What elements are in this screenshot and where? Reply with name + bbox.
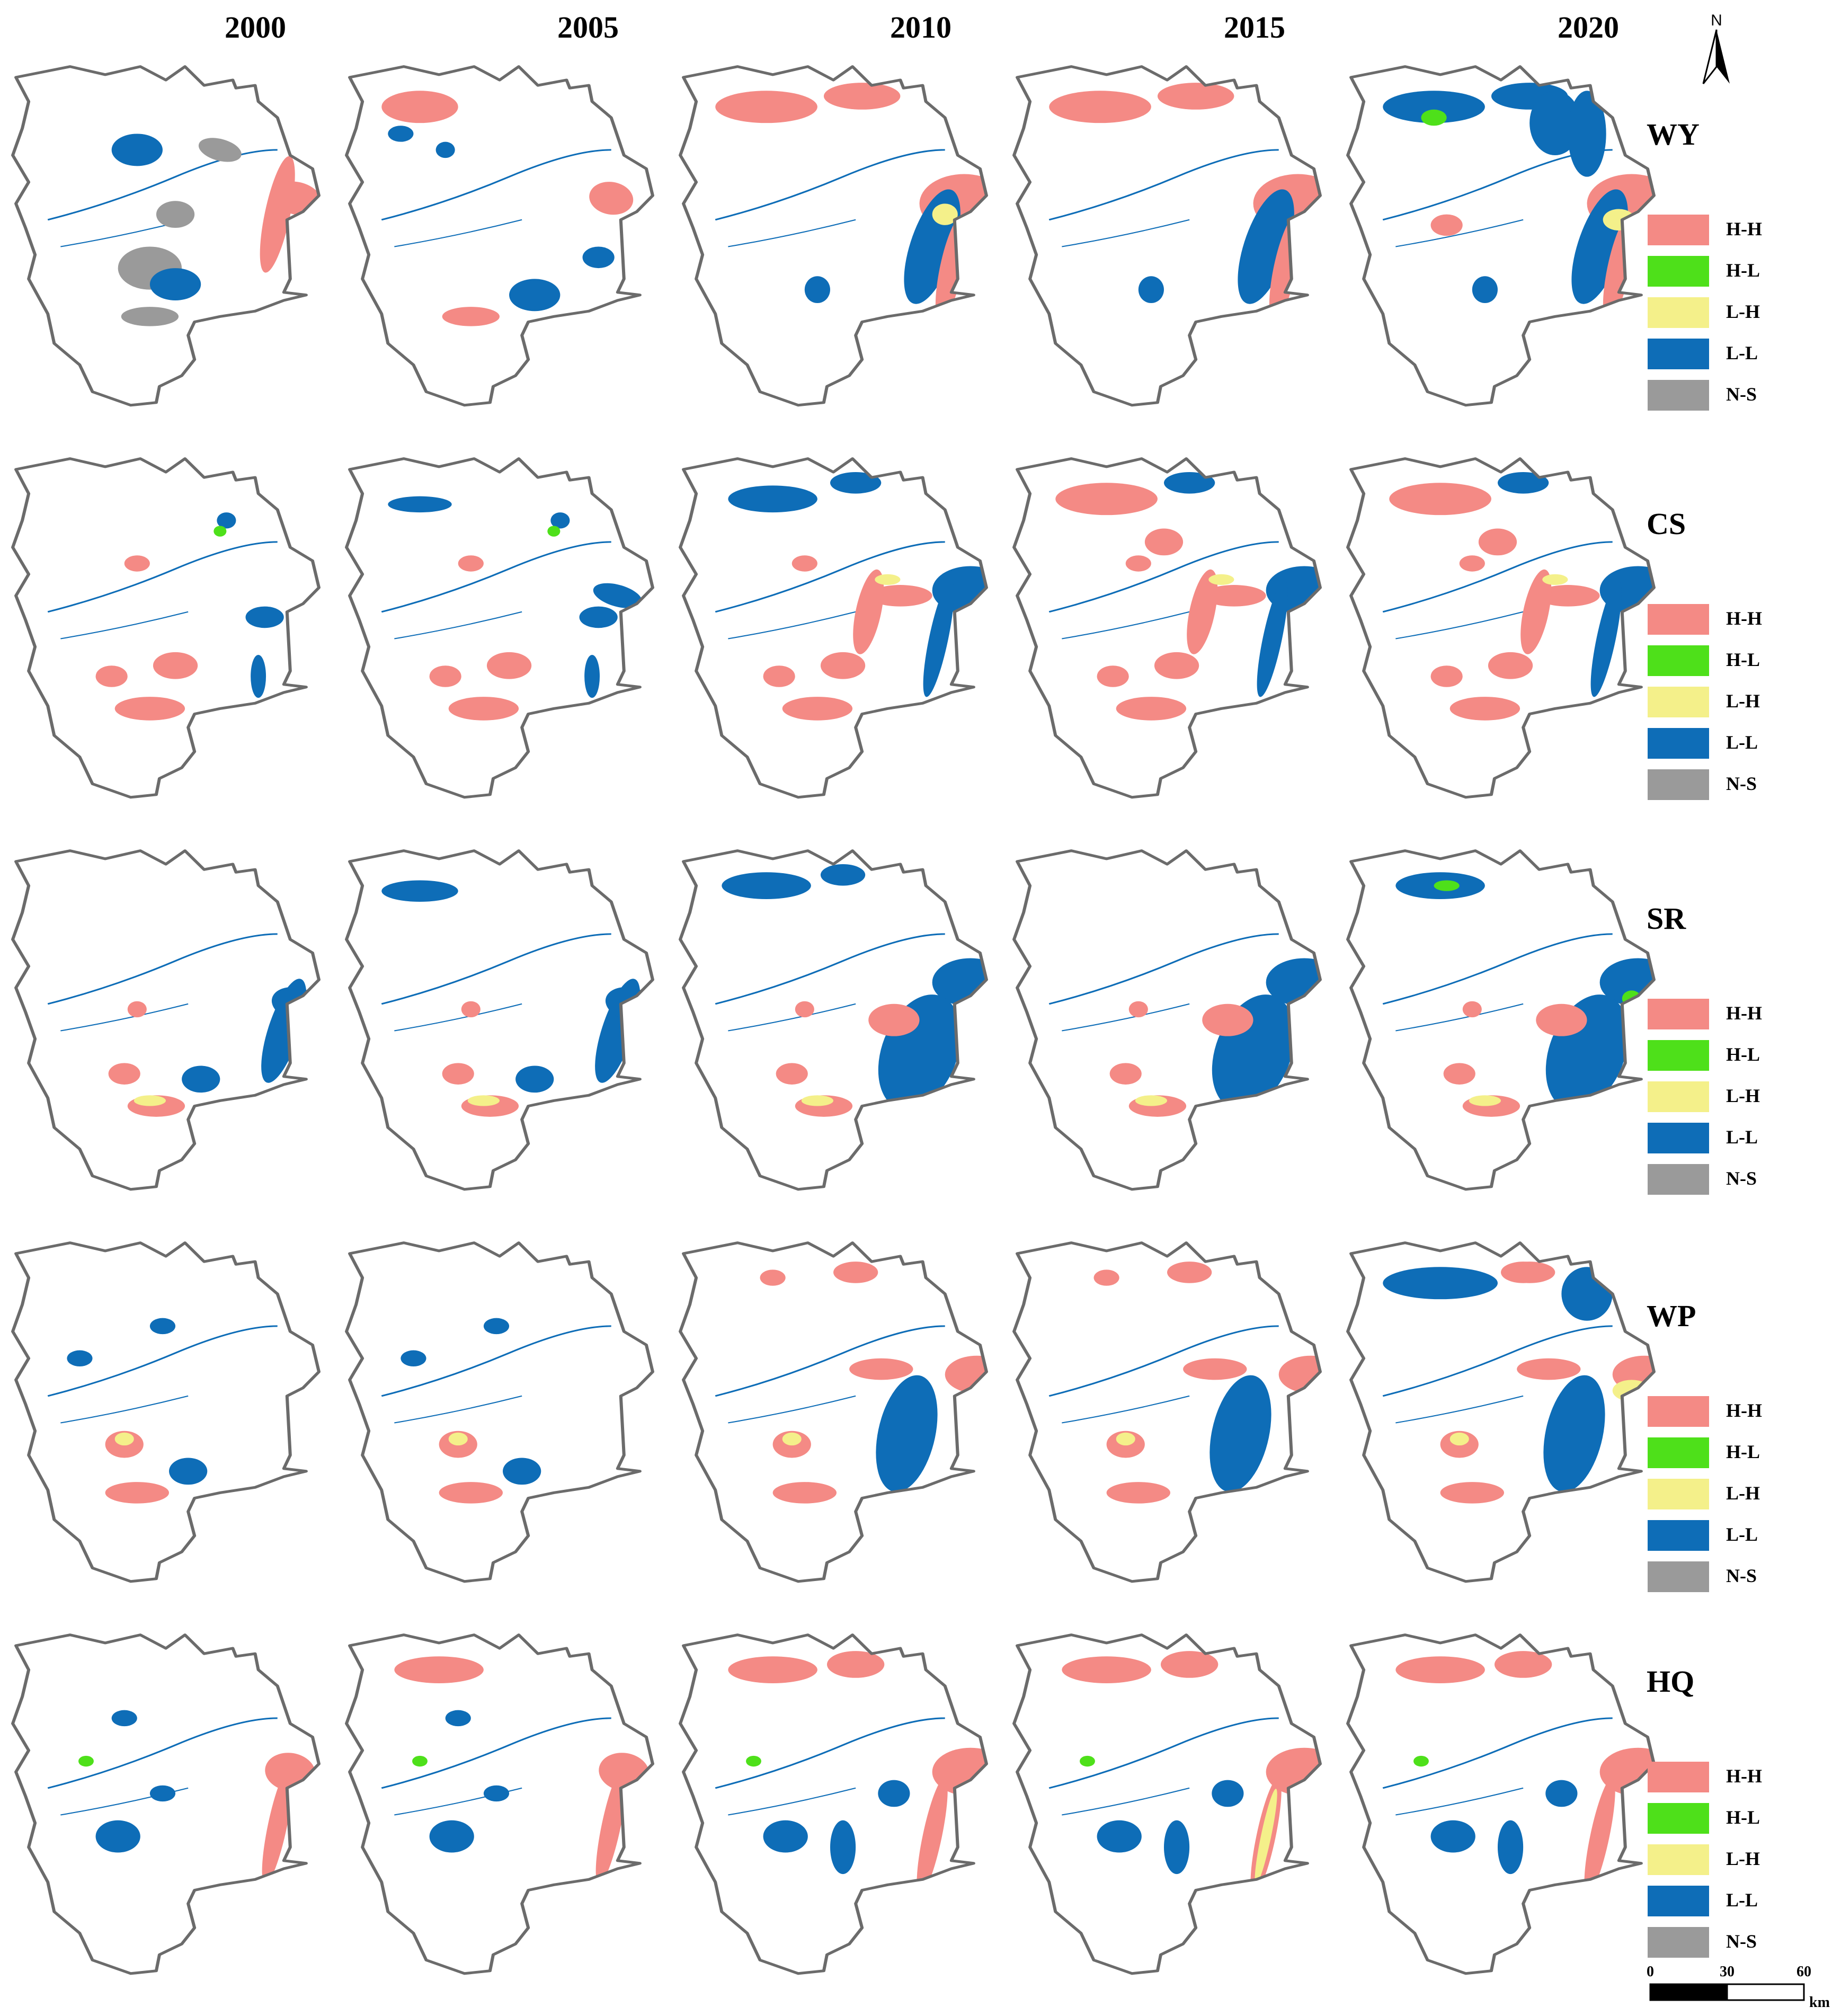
legend-swatch xyxy=(1648,1123,1709,1153)
legend-label: H-L xyxy=(1726,1807,1760,1828)
map-wy-2005 xyxy=(343,42,656,413)
legend-swatch xyxy=(1648,1520,1709,1551)
row-title-wp: WP xyxy=(1647,1299,1696,1333)
legend-label: N-S xyxy=(1726,773,1757,794)
legend-label: N-S xyxy=(1726,1931,1757,1952)
legend-swatch xyxy=(1648,1803,1709,1834)
legend-label: H-H xyxy=(1726,1002,1762,1024)
legend-swatch xyxy=(1648,256,1709,287)
legend-label: N-S xyxy=(1726,384,1757,405)
map-wy-2010 xyxy=(677,42,990,413)
row-title-wy: WY xyxy=(1647,117,1700,152)
legend-swatch xyxy=(1648,1164,1709,1195)
map-hq-2020 xyxy=(1345,1611,1657,1982)
legend-label: H-L xyxy=(1726,1044,1760,1065)
map-wp-2005 xyxy=(343,1219,656,1589)
legend-swatch xyxy=(1648,1040,1709,1071)
legend-swatch xyxy=(1648,604,1709,635)
scale-tick-0: 0 xyxy=(1647,1964,1654,1980)
legend-label: H-L xyxy=(1726,649,1760,670)
legend-label: H-H xyxy=(1726,218,1762,239)
legend-label: L-H xyxy=(1726,1482,1760,1504)
map-sr-2000 xyxy=(10,827,322,1197)
scale-unit: km xyxy=(1809,1994,1830,2011)
legend-swatch xyxy=(1648,215,1709,245)
map-cs-2015 xyxy=(1011,434,1323,805)
legend-swatch xyxy=(1648,1886,1709,1916)
legend-label: L-L xyxy=(1726,1889,1758,1911)
legend-swatch xyxy=(1648,1762,1709,1792)
legend-label: N-S xyxy=(1726,1168,1757,1189)
row-title-cs: CS xyxy=(1647,507,1686,541)
legend-swatch xyxy=(1648,645,1709,676)
year-label-2000: 2000 xyxy=(225,10,286,45)
legend-swatch xyxy=(1648,769,1709,800)
map-wp-2015 xyxy=(1011,1219,1323,1589)
legend-swatch xyxy=(1648,1844,1709,1875)
map-hq-2000 xyxy=(10,1611,322,1982)
legend-label: H-H xyxy=(1726,1400,1762,1421)
map-cs-2005 xyxy=(343,434,656,805)
year-label-2005: 2005 xyxy=(557,10,619,45)
legend-label: L-H xyxy=(1726,1085,1760,1106)
legend-label: L-L xyxy=(1726,342,1758,363)
map-cs-2000 xyxy=(10,434,322,805)
map-sr-2020 xyxy=(1345,827,1657,1197)
map-sr-2015 xyxy=(1011,827,1323,1197)
legend-label: H-L xyxy=(1726,260,1760,281)
legend-label: H-H xyxy=(1726,1765,1762,1787)
legend-swatch xyxy=(1648,728,1709,759)
legend-swatch xyxy=(1648,297,1709,328)
year-label-2010: 2010 xyxy=(890,10,951,45)
map-wy-2015 xyxy=(1011,42,1323,413)
map-cs-2020 xyxy=(1345,434,1657,805)
north-label: N xyxy=(1711,12,1722,29)
legend-label: L-L xyxy=(1726,1126,1758,1148)
year-label-2015: 2015 xyxy=(1224,10,1285,45)
map-hq-2010 xyxy=(677,1611,990,1982)
map-sr-2005 xyxy=(343,827,656,1197)
year-label-2020: 2020 xyxy=(1558,10,1619,45)
legend-swatch xyxy=(1648,1081,1709,1112)
legend-label: H-L xyxy=(1726,1441,1760,1462)
legend-swatch xyxy=(1648,339,1709,369)
legend-swatch xyxy=(1648,687,1709,717)
scale-tick-60: 60 xyxy=(1796,1964,1811,1980)
legend-label: L-L xyxy=(1726,1524,1758,1545)
map-hq-2005 xyxy=(343,1611,656,1982)
scale-bar: 0 30 60 km xyxy=(1645,1960,1836,2013)
map-wy-2020 xyxy=(1345,42,1657,413)
legend-swatch xyxy=(1648,380,1709,411)
map-wp-2010 xyxy=(677,1219,990,1589)
legend-label: L-H xyxy=(1726,1848,1760,1869)
map-sr-2010 xyxy=(677,827,990,1197)
legend-label: L-H xyxy=(1726,690,1760,712)
row-title-hq: HQ xyxy=(1647,1664,1695,1699)
legend-swatch xyxy=(1648,1479,1709,1509)
map-cs-2010 xyxy=(677,434,990,805)
map-wp-2000 xyxy=(10,1219,322,1589)
legend-label: L-L xyxy=(1726,732,1758,753)
legend-swatch xyxy=(1648,1437,1709,1468)
north-arrow-icon: N xyxy=(1693,10,1740,94)
legend-swatch xyxy=(1648,999,1709,1029)
legend-swatch xyxy=(1648,1561,1709,1592)
legend-label: L-H xyxy=(1726,301,1760,322)
legend-swatch xyxy=(1648,1927,1709,1958)
legend-swatch xyxy=(1648,1396,1709,1427)
map-hq-2015 xyxy=(1011,1611,1323,1982)
map-wy-2000 xyxy=(10,42,322,413)
legend-label: H-H xyxy=(1726,608,1762,629)
legend-label: N-S xyxy=(1726,1565,1757,1586)
map-wp-2020 xyxy=(1345,1219,1657,1589)
row-title-sr: SR xyxy=(1647,901,1686,936)
scale-tick-30: 30 xyxy=(1720,1964,1735,1980)
